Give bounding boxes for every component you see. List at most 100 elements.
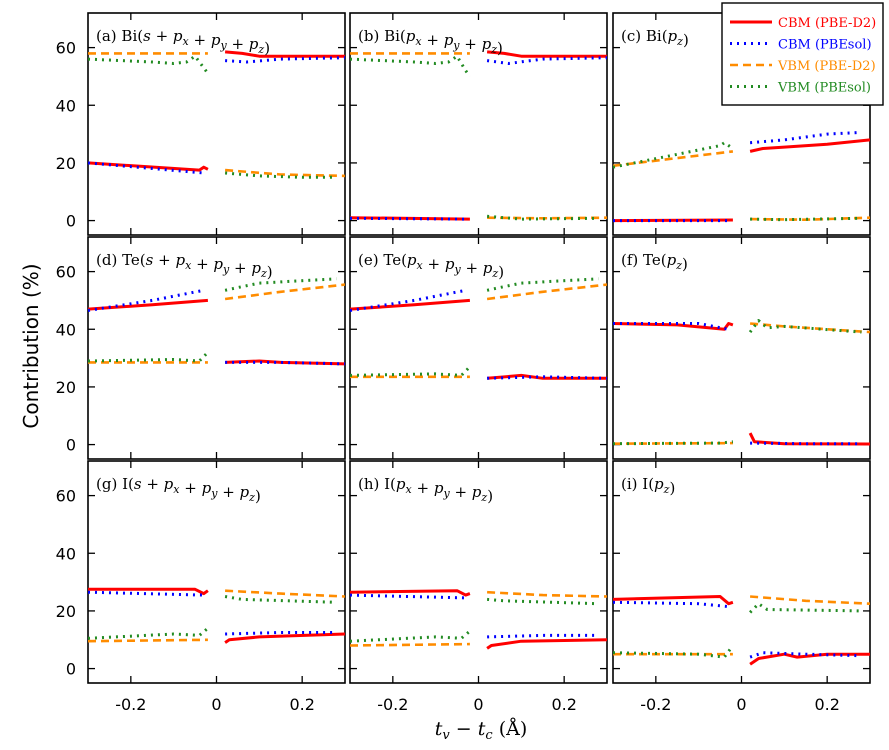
series-line-vbm-pbe-d2 bbox=[350, 642, 470, 647]
x-tick-label: 0.2 bbox=[551, 695, 576, 714]
series-group bbox=[88, 587, 345, 644]
series-group bbox=[613, 131, 870, 223]
series-line-cbm-pbe-d2 bbox=[88, 587, 209, 596]
series-group bbox=[350, 589, 607, 650]
series-line-cbm-pbe-d2 bbox=[350, 589, 471, 597]
panel-label: (d) Te(s + px + py + pz) bbox=[96, 251, 273, 281]
series-line-cbm-pbesol bbox=[225, 631, 333, 636]
series-line-cbm-pbe-d2 bbox=[88, 161, 209, 172]
series-line-vbm-pbe-d2 bbox=[487, 216, 607, 220]
x-label-var-2: t bbox=[478, 718, 486, 740]
series-line-vbm-pbesol bbox=[350, 54, 472, 78]
series-line-cbm-pbesol bbox=[487, 633, 595, 639]
series-line-vbm-pbesol bbox=[88, 627, 209, 640]
series-line-cbm-pbe-d2 bbox=[224, 50, 345, 58]
series-line-vbm-pbesol bbox=[486, 597, 599, 606]
series-line-cbm-pbesol bbox=[225, 360, 345, 366]
series-line-cbm-pbesol bbox=[613, 600, 729, 609]
series-line-cbm-pbe-d2 bbox=[350, 216, 470, 221]
x-tick-label: -0.2 bbox=[640, 695, 671, 714]
panel-label: (g) I(s + px + py + pz) bbox=[96, 475, 261, 505]
series-line-cbm-pbesol bbox=[350, 593, 466, 600]
panel-label: (f) Te(pz) bbox=[621, 251, 688, 273]
x-tick-label: 0 bbox=[211, 695, 221, 714]
x-label-minus: − bbox=[450, 718, 478, 740]
series-line-cbm-pbesol bbox=[486, 56, 607, 65]
series-line-vbm-pbesol bbox=[88, 54, 210, 75]
tick-labels-group: 0 20 40 60 0 20 40 60 0 20 40 60 -0.2 0 0.2 -0.2 0 0.2 -0.… bbox=[56, 39, 840, 714]
series-line-cbm-pbe-d2 bbox=[486, 638, 607, 650]
panel-label: (i) I(pz) bbox=[621, 475, 675, 497]
y-tick-label: 0 bbox=[66, 660, 76, 679]
series-line-vbm-pbe-d2 bbox=[487, 590, 607, 598]
panel-label: (h) I(px + py + pz) bbox=[358, 475, 493, 505]
panel-b: (b) Bi(px + py + pz) bbox=[349, 12, 608, 236]
series-line-cbm-pbesol bbox=[613, 322, 729, 331]
x-label-unit: (Å) bbox=[493, 718, 528, 740]
series-line-vbm-pbe-d2 bbox=[486, 283, 607, 301]
series-line-cbm-pbe-d2 bbox=[350, 298, 471, 311]
x-tick-label: 0.2 bbox=[814, 695, 839, 714]
series-line-cbm-pbe-d2 bbox=[613, 322, 734, 331]
x-label-var-1: t bbox=[435, 718, 443, 740]
series-line-vbm-pbe-d2 bbox=[225, 589, 345, 598]
y-tick-label: 60 bbox=[56, 263, 76, 282]
series-line-vbm-pbesol bbox=[749, 602, 862, 614]
panel-a: (a) Bi(s + px + py + pz) bbox=[87, 12, 346, 236]
y-tick-label: 20 bbox=[56, 602, 76, 621]
legend-entry: VBM (PBE-D2) bbox=[777, 59, 876, 74]
x-tick-label: -0.2 bbox=[115, 695, 146, 714]
series-line-cbm-pbe-d2 bbox=[749, 652, 870, 666]
x-label-sub-1: v bbox=[442, 728, 450, 743]
series-group bbox=[88, 50, 345, 179]
panel-i: (i) I(pz) bbox=[612, 460, 871, 684]
series-line-cbm-pbe-d2 bbox=[225, 359, 345, 366]
legend: CBM (PBE-D2) CBM (PBEsol) VBM (PBE-D2) VBM … bbox=[721, 2, 884, 106]
series-line-vbm-pbesol bbox=[613, 141, 734, 169]
series-group bbox=[613, 595, 870, 666]
series-line-vbm-pbe-d2 bbox=[613, 441, 733, 445]
legend-entry: VBM (PBEsol) bbox=[777, 81, 871, 96]
series-line-vbm-pbe-d2 bbox=[749, 595, 870, 605]
series-line-cbm-pbesol bbox=[350, 216, 466, 221]
panel-frame bbox=[612, 460, 871, 684]
panel-g: (g) I(s + px + py + pz) bbox=[87, 460, 346, 684]
series-line-cbm-pbe-d2 bbox=[748, 432, 870, 446]
x-axis-label: tv − tc (Å) bbox=[435, 718, 528, 743]
legend-entry: CBM (PBEsol) bbox=[778, 38, 872, 53]
y-tick-label: 40 bbox=[56, 96, 76, 115]
legend-entry: CBM (PBE-D2) bbox=[778, 16, 876, 31]
series-group bbox=[88, 277, 345, 366]
series-line-cbm-pbe-d2 bbox=[613, 595, 734, 606]
series-line-cbm-pbesol bbox=[88, 590, 204, 597]
series-line-vbm-pbe-d2 bbox=[224, 168, 345, 178]
series-group bbox=[350, 277, 607, 380]
panel-f: (f) Te(pz) bbox=[612, 236, 871, 460]
y-tick-label: 20 bbox=[56, 378, 76, 397]
series-line-vbm-pbesol bbox=[88, 351, 209, 363]
series-line-cbm-pbe-d2 bbox=[224, 632, 345, 644]
series-line-cbm-pbesol bbox=[749, 131, 858, 145]
x-label-sub-2: c bbox=[485, 728, 493, 743]
y-tick-label: 60 bbox=[56, 487, 76, 506]
series-line-cbm-pbesol bbox=[88, 288, 204, 312]
series-line-cbm-pbesol bbox=[350, 288, 466, 312]
series-line-vbm-pbesol bbox=[350, 365, 471, 377]
series-line-cbm-pbe-d2 bbox=[486, 373, 607, 380]
y-tick-label: 40 bbox=[56, 320, 76, 339]
series-line-vbm-pbesol bbox=[350, 629, 471, 643]
x-tick-label: 0 bbox=[736, 695, 746, 714]
panel-label: (e) Te(px + py + pz) bbox=[358, 251, 504, 281]
x-tick-label: 0 bbox=[473, 695, 483, 714]
legend-frame bbox=[721, 2, 884, 106]
series-line-cbm-pbesol bbox=[225, 56, 345, 64]
y-axis-label: Contribution (%) bbox=[19, 263, 43, 428]
panel-h: (h) I(px + py + pz) bbox=[349, 460, 608, 684]
panel-d: (d) Te(s + px + py + pz) bbox=[87, 236, 346, 460]
series-line-cbm-pbe-d2 bbox=[486, 50, 607, 58]
y-tick-label: 60 bbox=[56, 39, 76, 58]
series-group bbox=[613, 319, 870, 446]
panel-frame bbox=[612, 236, 871, 460]
series-line-vbm-pbesol bbox=[750, 216, 862, 222]
